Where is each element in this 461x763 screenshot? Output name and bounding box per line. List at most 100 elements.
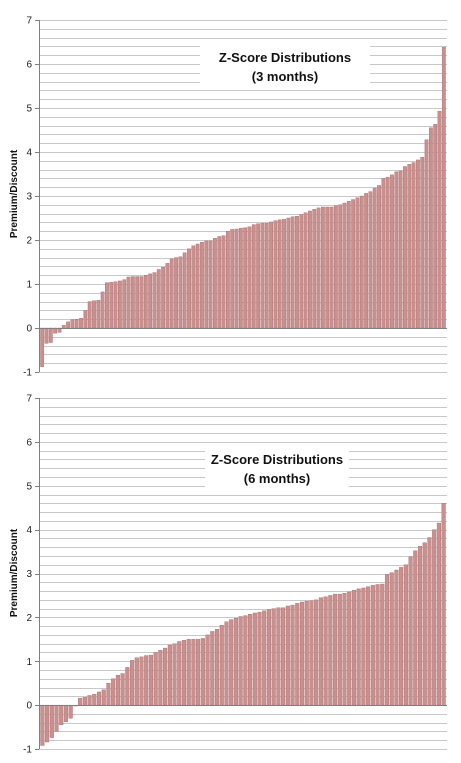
- bar: [321, 206, 325, 329]
- bar: [413, 550, 418, 706]
- bar: [385, 176, 390, 329]
- bar: [390, 174, 394, 329]
- bar: [333, 205, 338, 329]
- y-axis-label-6-months: Premium/Discount: [9, 528, 20, 617]
- bar: [370, 585, 375, 706]
- bar: [177, 641, 182, 706]
- bar: [178, 256, 183, 329]
- bar: [204, 240, 209, 329]
- y-tick-label: 7: [26, 394, 32, 405]
- bar: [153, 652, 158, 706]
- bar: [359, 195, 364, 329]
- bar: [130, 660, 135, 706]
- bar: [70, 319, 75, 329]
- bar: [285, 605, 290, 706]
- bar: [172, 643, 177, 706]
- bar: [40, 327, 45, 367]
- chart-title-6-months: Z-Score Distributions (6 months): [205, 447, 349, 492]
- bar: [213, 238, 217, 329]
- bar: [318, 597, 323, 706]
- axes-3-months: [35, 20, 447, 373]
- bar: [163, 647, 168, 706]
- bar: [143, 275, 148, 329]
- y-tick-labels-3-months: -1 0 1 2 3 4 5 6 7: [23, 16, 32, 379]
- bar: [40, 704, 45, 746]
- bar: [191, 245, 196, 329]
- bar: [417, 546, 423, 706]
- bar: [441, 47, 446, 329]
- bar: [276, 607, 281, 706]
- bar: [308, 210, 312, 329]
- y-tick-label: 7: [26, 16, 32, 27]
- bar: [394, 569, 399, 706]
- bar: [403, 166, 407, 329]
- bar: [407, 164, 412, 329]
- bar: [214, 629, 220, 706]
- bar: [368, 191, 373, 329]
- bar: [260, 223, 265, 329]
- bar: [130, 276, 135, 329]
- bar: [416, 159, 420, 329]
- bar: [309, 600, 314, 706]
- bar: [115, 675, 120, 706]
- bar: [273, 220, 278, 329]
- bar: [66, 321, 70, 329]
- bar: [257, 611, 262, 706]
- bar: [329, 206, 334, 329]
- bar: [355, 197, 360, 329]
- bar: [48, 327, 53, 343]
- y-tick-label: 1: [26, 280, 32, 291]
- bar: [366, 586, 371, 706]
- bar: [398, 170, 403, 329]
- bar: [427, 537, 432, 706]
- bar: [338, 204, 343, 329]
- bar: [299, 214, 304, 329]
- bar: [139, 276, 144, 329]
- y-tick-label: 4: [26, 148, 32, 159]
- bar: [299, 601, 305, 706]
- bar: [337, 593, 342, 706]
- bar: [394, 171, 399, 329]
- bar: [44, 327, 49, 344]
- bar: [219, 625, 224, 706]
- bar: [122, 279, 127, 329]
- bar: [384, 574, 390, 706]
- bar: [82, 697, 87, 706]
- bar: [403, 564, 408, 706]
- bar: [61, 325, 66, 329]
- bar: [135, 276, 140, 329]
- bar: [290, 216, 295, 329]
- bar: [342, 202, 347, 329]
- y-tick-label: 5: [26, 481, 32, 492]
- bar: [238, 616, 243, 706]
- bar: [120, 673, 125, 706]
- bar: [399, 567, 404, 706]
- y-tick-label: 6: [26, 60, 32, 71]
- bar: [83, 310, 88, 329]
- bar: [295, 216, 299, 329]
- y-tick-label: 0: [26, 324, 32, 335]
- bar: [74, 319, 79, 329]
- bar: [314, 599, 319, 706]
- bar: [325, 206, 330, 329]
- chart-3-months: -1 0 1 2 3 4 5 6 7 Premium/Discount Z-Sc…: [9, 16, 447, 379]
- bar: [96, 691, 102, 706]
- bar: [158, 650, 163, 706]
- bar: [436, 522, 441, 706]
- bar: [210, 631, 215, 706]
- bar: [229, 619, 234, 706]
- bar: [208, 240, 213, 329]
- bar: [174, 257, 178, 329]
- y-tick-label: 5: [26, 104, 32, 115]
- bar: [68, 704, 73, 719]
- y-tick-label: 4: [26, 525, 32, 536]
- bar: [238, 227, 243, 329]
- bar: [105, 282, 109, 329]
- bar: [433, 124, 438, 329]
- bar: [377, 185, 381, 329]
- bars-3-months: [40, 47, 446, 367]
- bar: [346, 201, 351, 329]
- bar: [429, 127, 433, 329]
- bar: [256, 223, 260, 329]
- bar: [118, 280, 122, 329]
